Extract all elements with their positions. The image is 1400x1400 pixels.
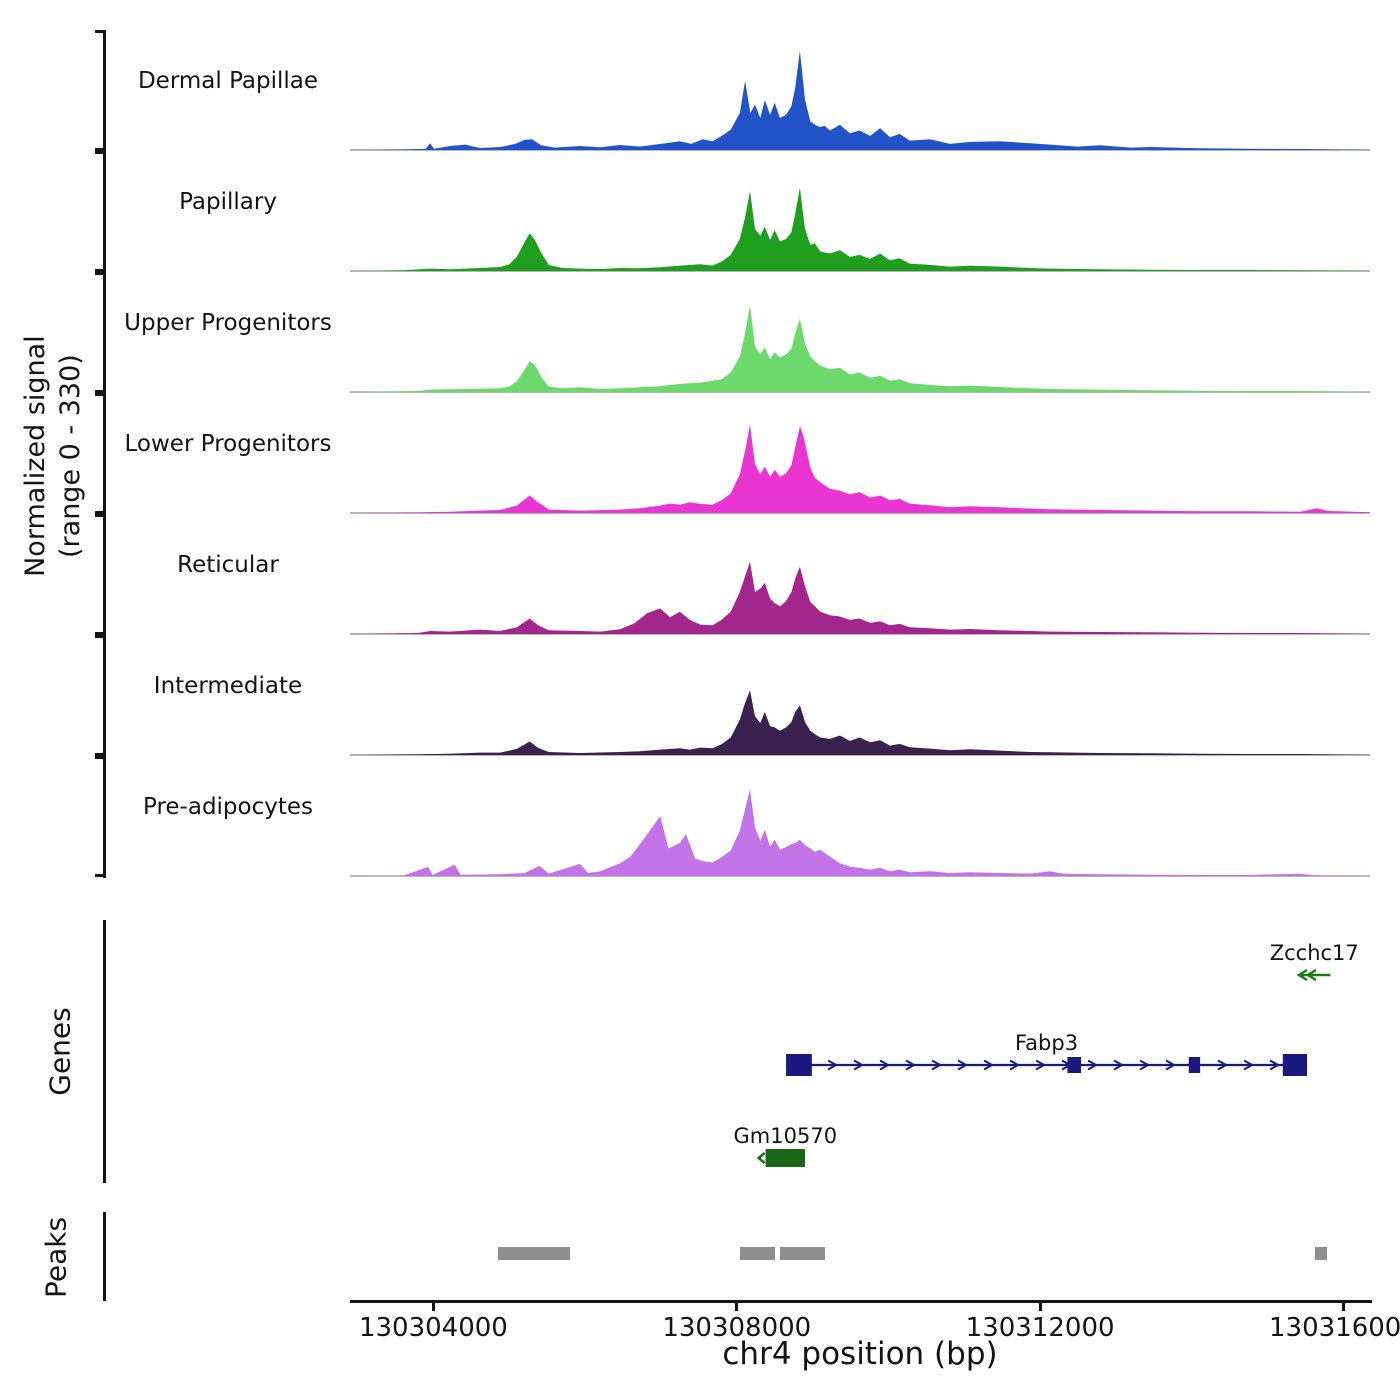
signal-track-5	[350, 690, 1370, 756]
track-label-4: Reticular	[177, 552, 279, 578]
x-tick-label-2: 130312000	[965, 1313, 1115, 1343]
peaks-axis-spine	[103, 1212, 106, 1301]
peak-region-2	[780, 1247, 825, 1260]
y-spine-tick	[95, 753, 104, 756]
signal-track-0	[350, 50, 1370, 151]
track-label-3: Lower Progenitors	[124, 431, 332, 457]
track-label-2: Upper Progenitors	[124, 310, 332, 336]
signal-track-1	[350, 187, 1370, 272]
peak-region-0	[497, 1247, 570, 1260]
y-axis-label: Normalized signal (range 0 - 330)	[18, 106, 88, 806]
x-axis-tick-0	[431, 1302, 435, 1311]
peak-region-1	[739, 1247, 775, 1260]
x-axis-tick-2	[1038, 1302, 1042, 1311]
track-label-1: Papillary	[179, 189, 277, 215]
y-spine-tick	[95, 632, 104, 635]
signal-track-3	[350, 424, 1370, 514]
track-label-0: Dermal Papillae	[137, 68, 319, 94]
y-spine-tick	[95, 148, 104, 151]
y-spine-tick	[95, 151, 104, 154]
x-tick-label-0: 130304000	[358, 1313, 508, 1343]
x-axis-tick-3	[1341, 1302, 1345, 1311]
y-axis-label-line2: (range 0 - 330)	[55, 354, 86, 558]
y-spine-tick	[95, 393, 104, 396]
y-spine-tick	[95, 511, 104, 514]
track-label-5: Intermediate	[153, 673, 303, 699]
track-label-6: Pre-adipocytes	[142, 794, 314, 820]
tracks-axis-spine	[103, 30, 106, 878]
x-axis-tick-1	[735, 1302, 739, 1311]
x-tick-label-3: 130316000	[1269, 1313, 1400, 1343]
genes-axis-spine	[103, 920, 106, 1183]
x-tick-label-1: 130308000	[662, 1313, 812, 1343]
genes-glyphs	[756, 968, 1331, 1167]
y-spine-tick	[95, 756, 104, 759]
signal-track-4	[350, 561, 1370, 635]
signal-track-2	[350, 305, 1370, 393]
y-spine-tick	[95, 635, 104, 638]
y-spine-tick	[95, 390, 104, 393]
y-spine-tick	[95, 272, 104, 275]
x-axis-line	[350, 1300, 1372, 1303]
y-spine-tick	[95, 514, 104, 517]
y-spine-tick	[95, 269, 104, 272]
x-axis-title: chr4 position (bp)	[722, 1336, 998, 1372]
y-spine-tick	[95, 874, 104, 877]
signal-track-6	[350, 789, 1370, 877]
y-spine-tick	[95, 30, 104, 33]
peak-region-3	[1314, 1247, 1328, 1260]
y-axis-label-line1: Normalized signal	[19, 335, 51, 577]
gene-label-Fabp3: Fabp3	[1015, 1031, 1079, 1055]
gene-label-Zcchc17: Zcchc17	[1269, 941, 1359, 965]
gene-label-Gm10570: Gm10570	[733, 1124, 838, 1148]
